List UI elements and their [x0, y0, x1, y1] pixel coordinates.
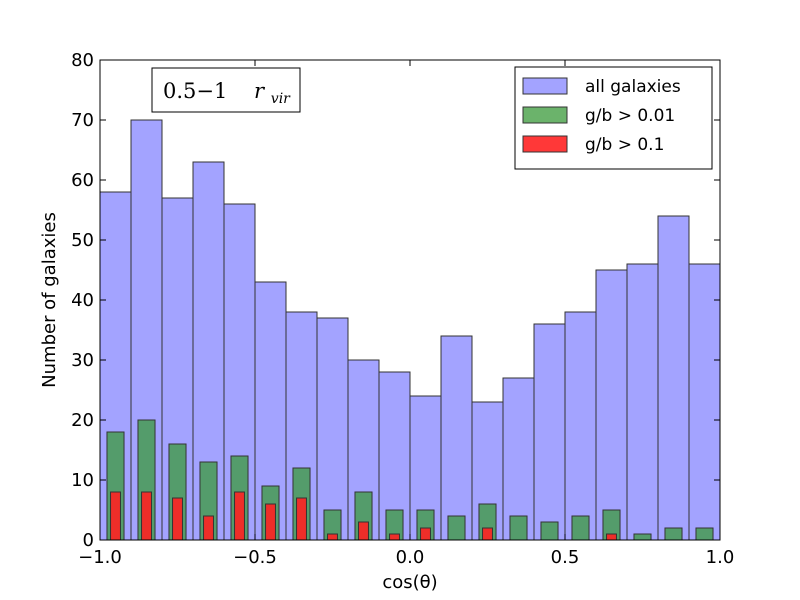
bar-all-galaxies	[533, 323, 566, 541]
y-tick-label: 10	[71, 470, 94, 491]
annotation-subscript: vir	[271, 91, 291, 107]
y-tick-label: 40	[71, 290, 94, 311]
bar-gb-001	[571, 515, 590, 541]
bar-all-galaxies	[626, 263, 659, 541]
annotation-range: 0.5−1	[163, 79, 227, 103]
bar-gb-01	[203, 515, 214, 541]
y-tick-label: 20	[71, 410, 94, 431]
legend-swatch-gb-001	[522, 106, 568, 124]
bar-all-galaxies	[595, 269, 628, 541]
x-tick-label: 0.5	[551, 547, 580, 568]
bars-layer	[99, 119, 721, 541]
legend: all galaxies g/b > 0.01 g/b > 0.1	[514, 66, 713, 170]
y-tick-label: 80	[71, 50, 94, 71]
bar-gb-01	[296, 497, 307, 541]
bar-gb-01	[482, 527, 493, 541]
bar-gb-01	[327, 533, 338, 541]
y-axis-label: Number of galaxies	[39, 212, 60, 388]
bar-all-galaxies	[161, 197, 194, 541]
y-tick-label: 0	[83, 530, 94, 551]
legend-label: g/b > 0.1	[585, 135, 664, 155]
y-tick-label: 50	[71, 230, 94, 251]
bar-all-galaxies	[564, 311, 597, 541]
bar-gb-01	[141, 491, 152, 541]
annotation-text: 0.5−1 r vir	[163, 79, 291, 107]
bar-gb-01	[234, 491, 245, 541]
bar-gb-01	[358, 521, 369, 541]
legend-label: all galaxies	[585, 77, 681, 97]
annotation-symbol: r	[254, 79, 266, 103]
y-tick-label: 70	[71, 110, 94, 131]
bar-gb-001	[633, 533, 652, 541]
bar-all-galaxies	[440, 335, 473, 541]
bar-gb-01	[389, 533, 400, 541]
legend-swatch-all-galaxies	[522, 77, 568, 95]
x-tick-label: 1.0	[706, 547, 735, 568]
bar-all-galaxies	[688, 263, 721, 541]
bar-gb-001	[509, 515, 528, 541]
annotation-box: 0.5−1 r vir	[151, 67, 301, 113]
y-tick-label: 60	[71, 170, 94, 191]
y-tick-label: 30	[71, 350, 94, 371]
bar-all-galaxies	[502, 377, 535, 541]
bar-gb-01	[110, 491, 121, 541]
bar-gb-01	[606, 533, 617, 541]
legend-label: g/b > 0.01	[585, 106, 675, 126]
bar-gb-01	[172, 497, 183, 541]
bar-gb-001	[695, 527, 714, 541]
bar-all-galaxies	[316, 317, 349, 541]
ticks-layer: −1.0 −0.5 0.0 0.5 1.0 0 10 20 30 40 50 60 70 80	[71, 50, 734, 568]
bar-gb-001	[447, 515, 466, 541]
x-tick-label: −1.0	[78, 547, 122, 568]
annotation-frame	[151, 67, 301, 113]
x-axis-label: cos(θ)	[382, 572, 437, 593]
x-tick-label: −0.5	[233, 547, 277, 568]
bar-gb-01	[265, 503, 276, 541]
bar-all-galaxies	[657, 215, 690, 541]
bar-gb-001	[540, 521, 559, 541]
legend-swatch-gb-01	[522, 135, 568, 153]
bar-gb-01	[420, 527, 431, 541]
x-tick-label: 0.0	[396, 547, 425, 568]
bar-gb-001	[664, 527, 683, 541]
